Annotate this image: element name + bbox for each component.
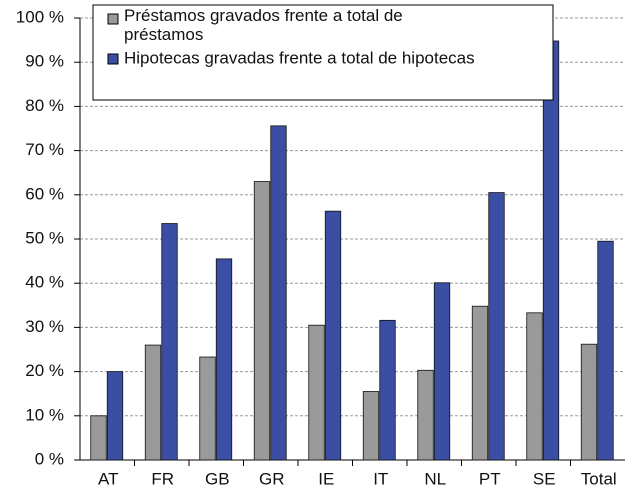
bar [597,240,614,461]
y-tick-label: 60 % [25,184,64,203]
bar [270,125,287,461]
x-tick-label: SE [533,469,556,488]
bar [308,324,325,461]
x-tick-label: GB [205,469,230,488]
x-tick-label: FR [151,469,174,488]
bar [215,258,233,461]
bar [433,282,451,461]
bar [542,40,560,461]
legend-swatch [107,13,119,25]
bar [362,391,380,461]
x-tick-label: NL [424,469,446,488]
bar [526,312,543,461]
y-tick-label: 80 % [25,96,64,115]
x-tick-label: PT [479,469,501,488]
y-tick-label: 90 % [25,52,64,71]
bar [471,305,489,461]
x-tick-label: IT [373,469,388,488]
x-tick-label: GR [259,469,285,488]
x-tick-label: AT [98,469,118,488]
bar [379,319,396,461]
bar [417,369,434,461]
bar [324,210,342,461]
x-tick-label: IE [318,469,334,488]
y-tick-label: 30 % [25,317,64,336]
bar [199,356,216,461]
bar [253,181,271,461]
y-tick-label: 50 % [25,228,64,247]
legend-box [92,4,554,101]
y-tick-label: 40 % [25,273,64,292]
y-tick-label: 0 % [35,449,64,468]
y-tick-label: 70 % [25,140,64,159]
bar [106,371,124,461]
legend-label: Hipotecas gravadas frente a total de hip… [124,48,475,67]
y-tick-label: 20 % [25,361,64,380]
bar [90,415,107,461]
bar [161,223,178,461]
y-tick-label: 10 % [25,405,64,424]
x-tick-label: Total [581,469,617,488]
legend-label: Préstamos gravados frente a total de prés… [124,6,403,44]
y-tick-label: 100 % [16,7,64,26]
legend-swatch [107,53,119,65]
bar [144,344,162,461]
bar [580,343,598,461]
bar [488,192,505,461]
